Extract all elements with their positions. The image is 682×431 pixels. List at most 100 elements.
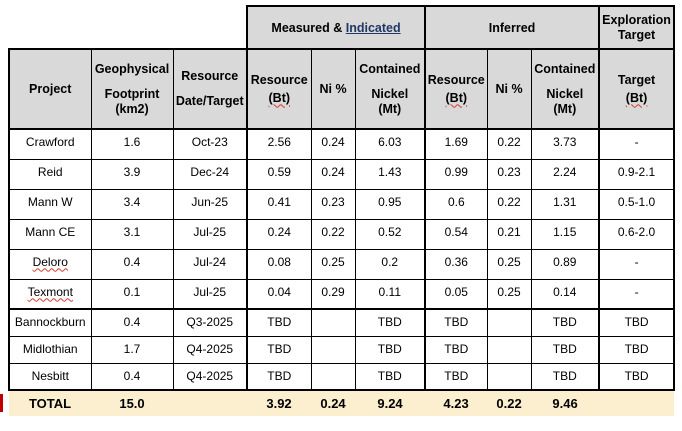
col-header-footprint: Geophysical Footprint (km2): [90, 48, 174, 130]
measured-prefix-text: Measured &: [271, 20, 346, 35]
cell-mi-resource: 0.41: [246, 188, 312, 220]
cell-inf-contained: 1.15: [530, 218, 601, 250]
total-mi-contained: 9.24: [355, 390, 426, 416]
cell-inf-resource: TBD: [424, 308, 488, 337]
cell-inf-resource: 0.54: [424, 218, 488, 250]
col-header-exploration: Target (Bt): [598, 48, 676, 130]
cell-inf-contained: 0.14: [530, 278, 601, 310]
cell-text: Midlothian: [22, 341, 78, 356]
col-header-mi-resource: Resource (Bt): [246, 48, 312, 130]
cell-inf-resource: TBD: [424, 335, 488, 364]
cell-text: 1.15: [553, 224, 577, 239]
cell-text: 3.4: [123, 194, 141, 209]
cell-mi-ni: 0.24: [310, 128, 356, 160]
cell-inf-ni: 0.25: [486, 248, 532, 280]
cell-date: Oct-23: [172, 128, 249, 160]
cell-mi-ni: 0.22: [310, 218, 356, 250]
cell-text: 0.25: [497, 254, 521, 269]
cell-text: 0.99: [444, 164, 468, 179]
cell-text: TBD: [377, 315, 402, 329]
indicated-link-text[interactable]: Indicated: [345, 20, 401, 35]
total-target: [599, 390, 675, 416]
col-header-mi-contained: Contained Nickel (Mt): [354, 48, 427, 130]
cell-text: 0.59: [267, 164, 291, 179]
inferred-text: Inferred: [488, 20, 536, 35]
cell-date: Jul-25: [172, 218, 249, 250]
cell-text: 0.41: [267, 194, 291, 209]
cell-text: 3.73: [553, 135, 577, 149]
cell-text: Jun-25: [191, 194, 229, 209]
cell-text: 1.7: [123, 341, 141, 356]
project-header-text: Project: [29, 81, 72, 96]
cell-inf-contained: TBD: [530, 335, 601, 364]
cell-text: TBD: [444, 368, 469, 383]
cell-text: 0.08: [267, 254, 291, 269]
mi-contained-line3: (Mt): [378, 101, 402, 116]
cell-mi-contained: 0.11: [354, 278, 427, 310]
cell-text: TBD: [267, 315, 292, 329]
inf-contained-line3: (Mt): [553, 101, 577, 116]
table-row: Nesbitt 0.4 Q4-2025 TBD TBD TBD TBD TBD: [8, 362, 676, 391]
cell-inf-resource: 0.05: [424, 278, 488, 310]
cell-footprint: 0.1: [90, 278, 174, 310]
cell-exploration-target: 0.9-2.1: [598, 158, 676, 190]
cell-date: Jun-25: [172, 188, 249, 220]
cell-mi-ni: 0.23: [310, 188, 356, 220]
cell-text: 0.21: [497, 224, 521, 239]
cell-inf-resource: 0.99: [424, 158, 488, 190]
cell-exploration-target: TBD: [598, 308, 676, 337]
table-row: Mann W 3.4 Jun-25 0.41 0.23 0.95 0.6 0.22 1.31 0.…: [8, 188, 676, 220]
cell-text: 0.25: [497, 284, 521, 299]
cell-inf-resource: TBD: [424, 362, 488, 391]
cell-footprint: 0.4: [90, 308, 174, 337]
cell-inf-resource: 0.6: [424, 188, 488, 220]
cell-text: 0.89: [553, 254, 577, 269]
cell-inf-contained: 3.73: [530, 128, 601, 160]
cell-project: Crawford: [8, 128, 92, 160]
cell-inf-ni: 0.23: [486, 158, 532, 190]
col-header-resource-date: Resource Date/Target: [172, 48, 249, 130]
cell-text: 6.03: [378, 135, 402, 149]
total-mi-resource: 3.92: [247, 390, 312, 416]
target-line2: (Bt): [625, 90, 648, 105]
target-line1: Target: [617, 72, 656, 87]
date-line1: Resource: [181, 69, 239, 83]
cell-mi-resource: TBD: [246, 362, 312, 391]
cell-mi-resource: 0.04: [246, 278, 312, 310]
mi-resource-line2: (Bt): [268, 90, 291, 105]
total-label: TOTAL: [9, 390, 91, 416]
footprint-line3: (km2): [115, 101, 149, 116]
cell-exploration-target: TBD: [598, 362, 676, 391]
table-row: Reid 3.9 Dec-24 0.59 0.24 1.43 0.99 0.23 2.24 0.9…: [8, 158, 676, 190]
cell-text: 0.36: [444, 254, 468, 269]
cell-mi-ni: 0.24: [310, 158, 356, 190]
cell-text: 0.14: [553, 284, 577, 299]
cell-text: Jul-25: [193, 224, 227, 239]
cell-mi-resource: 0.59: [246, 158, 312, 190]
group-header-row: Measured & Indicated Inferred Exploratio…: [9, 5, 676, 50]
table-row: Bannockburn 0.4 Q3-2025 TBD TBD TBD TBD TBD: [8, 308, 676, 337]
mi-contained-line1: Contained: [359, 61, 421, 76]
total-mi-ni: 0.24: [311, 390, 356, 416]
cell-text: 0.29: [321, 284, 345, 299]
cell-text: Bannockburn: [14, 315, 86, 329]
cell-text: 0.05: [444, 284, 468, 299]
cell-footprint: 0.4: [90, 248, 174, 280]
cell-footprint: 1.6: [90, 128, 174, 160]
cell-text: TBD: [444, 315, 469, 329]
cell-mi-ni: [310, 362, 356, 391]
cell-text: TBD: [552, 368, 577, 383]
total-inf-ni: 0.22: [487, 390, 532, 416]
total-row: TOTAL 15.0 3.92 0.24 9.24 4.23 0.22 9.46: [9, 390, 675, 416]
cell-text: TBD: [267, 341, 292, 356]
cell-inf-ni: 0.21: [486, 218, 532, 250]
cell-project: Bannockburn: [8, 308, 92, 337]
cell-text: TBD: [444, 341, 469, 356]
table-row: Crawford 1.6 Oct-23 2.56 0.24 6.03 1.69 0.22 3.7…: [8, 128, 676, 160]
cell-text: Deloro: [32, 254, 68, 269]
group-header-exploration-target: Exploration Target: [598, 5, 676, 50]
cell-text: 0.54: [444, 224, 468, 239]
cell-text: 0.11: [378, 284, 401, 299]
col-header-project: Project: [8, 48, 92, 130]
cell-text: TBD: [377, 341, 402, 356]
